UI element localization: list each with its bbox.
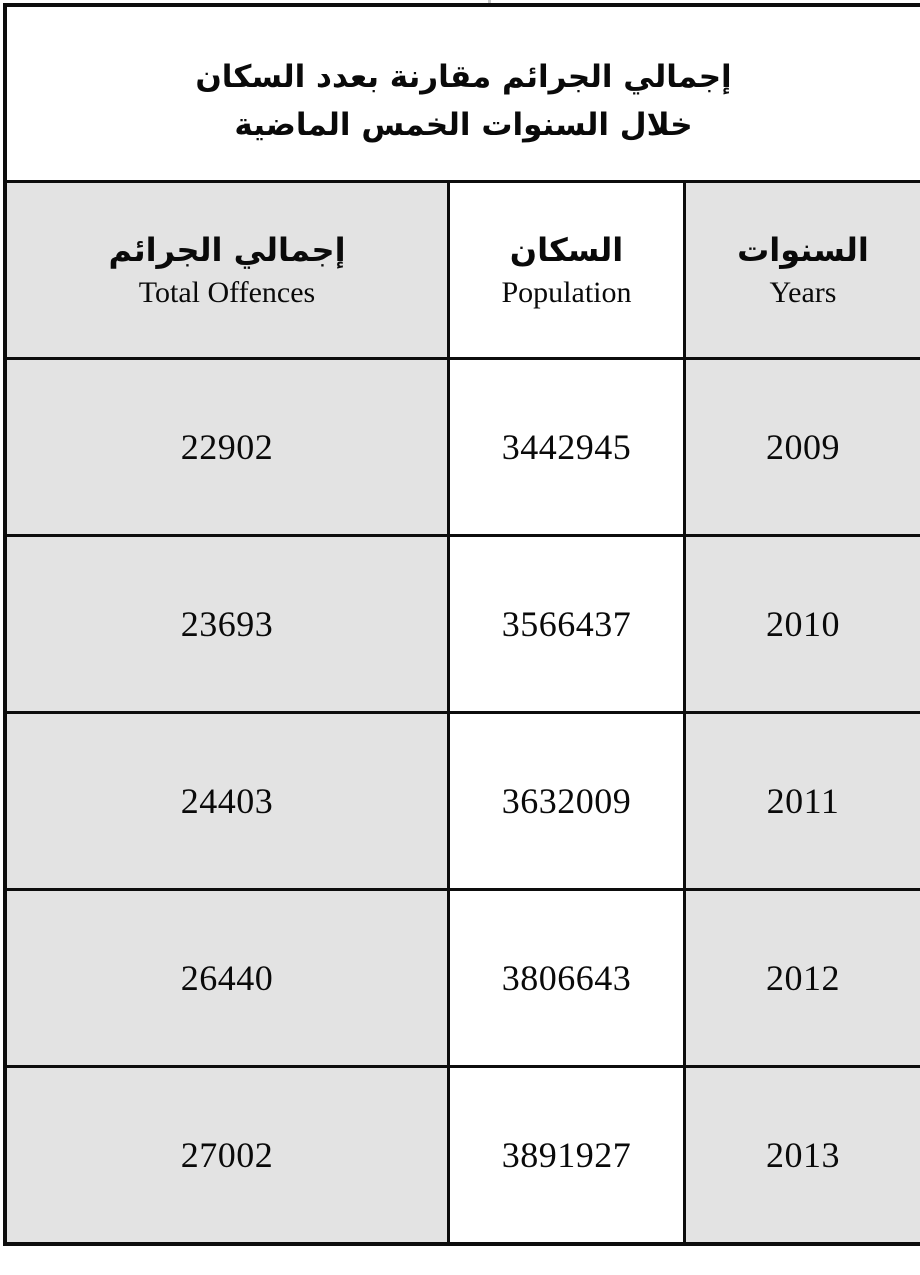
table-row-cell-offences: 22902: [7, 357, 447, 534]
table-row-cell-offences: 27002: [7, 1065, 447, 1242]
offences-value: 23693: [180, 604, 274, 644]
year-value: 2012: [766, 958, 840, 998]
table-row-cell-population: 3891927: [447, 1065, 683, 1242]
table-row-cell-population: 3566437: [447, 534, 683, 711]
population-value: 3442945: [501, 427, 632, 467]
header-cell-years: السنوات Years: [683, 180, 920, 357]
header-population-arabic: السكان: [509, 231, 624, 269]
offences-value: 24403: [180, 781, 274, 821]
header-population-english: Population: [501, 276, 632, 309]
table-row-cell-population: 3806643: [447, 888, 683, 1065]
population-value: 3806643: [501, 958, 632, 998]
header-years-english: Years: [769, 276, 837, 309]
header-total-offences-english: Total Offences: [138, 276, 316, 309]
year-value: 2013: [766, 1135, 840, 1175]
header-cell-population: السكان Population: [447, 180, 683, 357]
year-value: 2011: [766, 781, 840, 821]
population-value: 3632009: [501, 781, 632, 821]
table-row-cell-population: 3442945: [447, 357, 683, 534]
year-value: 2010: [766, 604, 840, 644]
table-title: إجمالي الجرائم مقارنة بعدد السكان خلال ا…: [7, 7, 920, 180]
header-cell-total-offences: إجمالي الجرائم Total Offences: [7, 180, 447, 357]
table-title-line-1: إجمالي الجرائم مقارنة بعدد السكان: [195, 58, 732, 95]
year-value: 2009: [766, 427, 840, 467]
offences-value: 27002: [180, 1135, 274, 1175]
table-row-cell-year: 2012: [683, 888, 920, 1065]
table-row-cell-offences: 26440: [7, 888, 447, 1065]
population-value: 3891927: [501, 1135, 632, 1175]
population-value: 3566437: [501, 604, 632, 644]
table-row-cell-offences: 23693: [7, 534, 447, 711]
offences-vs-population-table: إجمالي الجرائم مقارنة بعدد السكان خلال ا…: [3, 3, 920, 1246]
offences-value: 22902: [180, 427, 274, 467]
table-row-cell-population: 3632009: [447, 711, 683, 888]
table-row-cell-offences: 24403: [7, 711, 447, 888]
table-title-line-2: خلال السنوات الخمس الماضية: [234, 106, 693, 143]
table-row-cell-year: 2010: [683, 534, 920, 711]
table-row-cell-year: 2011: [683, 711, 920, 888]
header-years-arabic: السنوات: [737, 231, 869, 269]
table-row-cell-year: 2013: [683, 1065, 920, 1242]
table-row-cell-year: 2009: [683, 357, 920, 534]
header-total-offences-arabic: إجمالي الجرائم: [108, 231, 346, 269]
offences-value: 26440: [180, 958, 274, 998]
